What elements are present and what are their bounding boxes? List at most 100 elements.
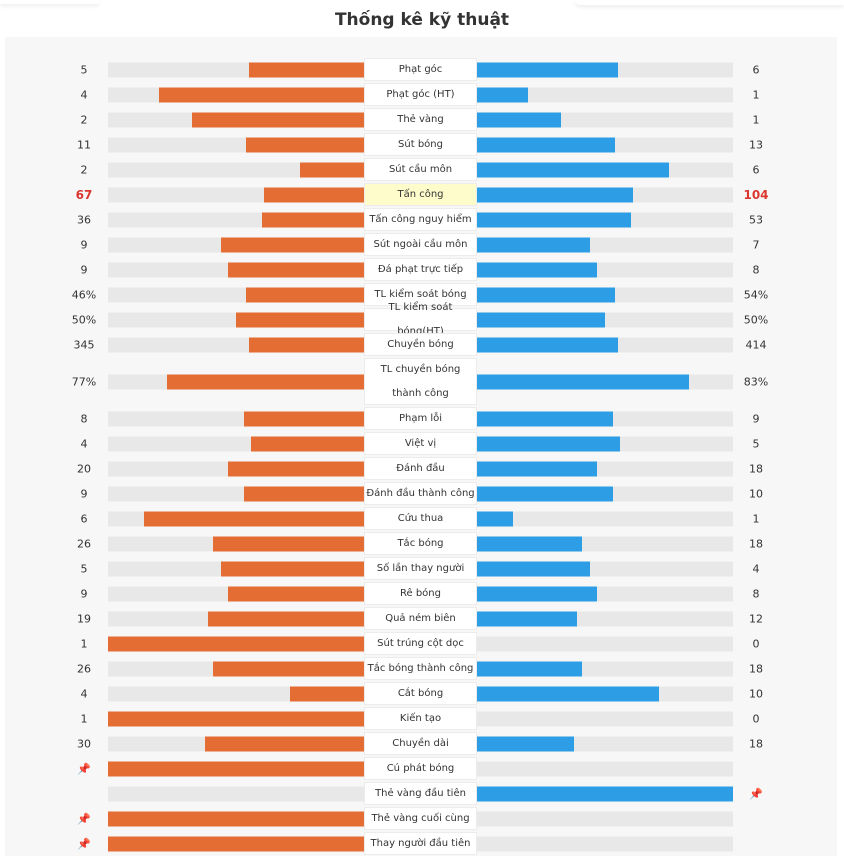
away-value: 12 [749,612,763,625]
home-value: 9 [80,587,88,600]
away-value: 83% [743,375,769,388]
away-value: 7 [752,238,760,251]
away-bar [477,486,613,501]
section-title: Thống kê kỹ thuật [334,10,510,30]
home-bar-track [108,661,364,676]
home-bar [251,436,364,451]
stat-row: 9 Sút ngoài cầu môn 7 [0,232,844,257]
away-bar [477,337,618,352]
home-value: 46% [71,288,97,301]
away-bar-track [477,237,733,252]
away-bar [477,411,613,426]
stat-label: Phạt góc (HT) [364,83,477,106]
home-bar-track [108,112,364,127]
stat-row: 26 Tắc bóng 18 [0,531,844,556]
stat-label: Đánh đầu [364,457,477,480]
away-bar-track [477,561,733,576]
away-bar [477,511,513,526]
home-value: 9 [80,263,88,276]
away-bar [477,436,620,451]
stat-row: 4 Cắt bóng 10 [0,681,844,706]
away-value: 1 [752,512,760,525]
away-value: 6 [752,63,760,76]
stat-label: Thẻ vàng đầu tiên [364,782,477,805]
away-bar-track [477,262,733,277]
home-bar [221,237,364,252]
home-bar-track [108,786,364,801]
stat-row: 📌 Thay người đầu tiên [0,831,844,856]
top-card-right-edge [575,0,844,5]
away-bar-track [477,187,733,202]
stat-label: Phạm lỗi [364,407,477,430]
home-bar [108,711,364,726]
pin-icon: 📌 [77,762,91,775]
home-bar-track [108,262,364,277]
stat-row: 345 Chuyền bóng 414 [0,332,844,357]
home-bar [205,736,364,751]
stat-label: Đá phạt trực tiếp [364,258,477,281]
away-bar-track [477,536,733,551]
stat-row: 5 Số lần thay người 4 [0,556,844,581]
stat-label: Chuyền dài [364,732,477,755]
stat-row: 26 Tắc bóng thành công 18 [0,656,844,681]
top-card-left-edge [0,0,100,4]
home-bar [144,511,364,526]
home-bar [159,87,364,102]
home-value: 1 [80,712,88,725]
stat-label: Thẻ vàng [364,108,477,131]
away-bar [477,137,615,152]
away-value: 8 [752,263,760,276]
home-value: 2 [80,113,88,126]
away-bar-track [477,287,733,302]
away-bar-track [477,661,733,676]
home-bar-track [108,374,364,389]
away-bar-track [477,511,733,526]
home-value: 1 [80,637,88,650]
away-bar [477,536,582,551]
home-value: 20 [77,462,91,475]
stat-label: Phạt góc [364,58,477,81]
home-bar [244,411,364,426]
away-bar-track [477,337,733,352]
home-bar-track [108,162,364,177]
away-bar-track [477,811,733,826]
home-bar-track [108,187,364,202]
home-bar [290,686,364,701]
home-value: 26 [77,537,91,550]
away-bar-track [477,461,733,476]
stat-label: Sút bóng [364,133,477,156]
stat-row: 2 Thẻ vàng 1 [0,107,844,132]
stat-row: 1 Sút trúng cột dọc 0 [0,631,844,656]
stat-label: Chuyền bóng [364,333,477,356]
stat-row: 36 Tấn công nguy hiểm 53 [0,207,844,232]
stat-label: Tấn công [364,183,477,206]
home-value: 6 [80,512,88,525]
home-bar [246,137,364,152]
away-value: 10 [749,687,763,700]
home-bar [108,811,364,826]
home-value: 36 [77,213,91,226]
away-bar [477,87,528,102]
stat-label: Tắc bóng thành công [364,657,477,680]
away-bar-track [477,736,733,751]
away-value: 54% [743,288,769,301]
away-bar [477,162,669,177]
away-bar-track [477,486,733,501]
stat-label: Sút cầu môn [364,158,477,181]
away-bar [477,312,605,327]
stat-label: Thay người đầu tiên [364,832,477,855]
home-bar [108,836,364,851]
stat-row: 4 Việt vị 5 [0,431,844,456]
home-bar-track [108,836,364,851]
home-bar-track [108,436,364,451]
home-bar [108,636,364,651]
home-bar-track [108,561,364,576]
stat-row: 2 Sút cầu môn 6 [0,157,844,182]
away-bar-track [477,611,733,626]
home-bar-track [108,686,364,701]
away-value: 8 [752,587,760,600]
home-bar-track [108,511,364,526]
away-value: 1 [752,88,760,101]
away-value: 10 [749,487,763,500]
home-bar [192,112,364,127]
